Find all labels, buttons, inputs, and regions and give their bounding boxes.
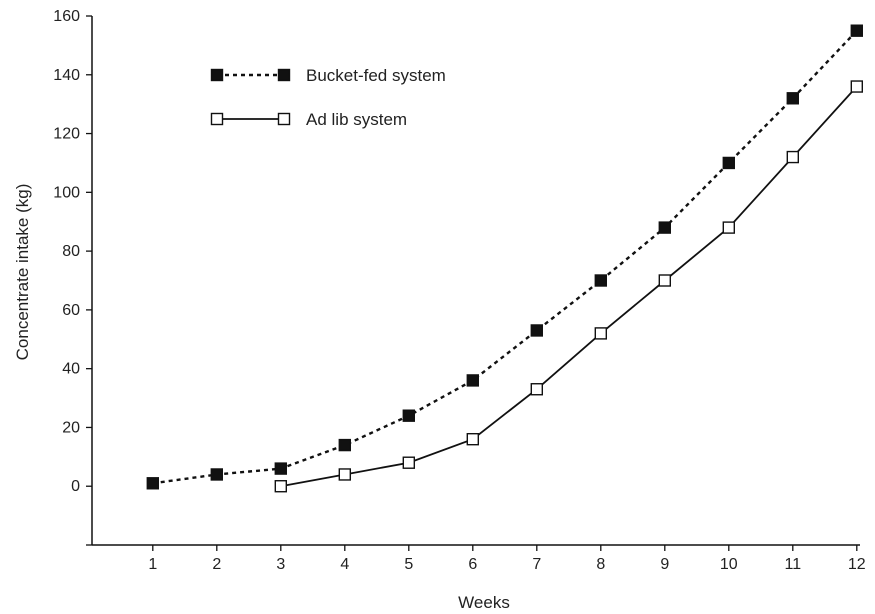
- y-tick-label: 20: [62, 419, 80, 436]
- x-tick-label: 1: [148, 556, 157, 573]
- series-2: [274, 80, 863, 493]
- y-tick-label: 100: [53, 184, 80, 201]
- x-tick-label: 10: [720, 556, 738, 573]
- data-point: [530, 383, 543, 396]
- legend-item-2: Ad lib system: [210, 110, 407, 129]
- legend-label: Bucket-fed system: [306, 66, 446, 85]
- data-point: [786, 92, 799, 105]
- legend: Bucket-fed system Ad lib system: [210, 66, 446, 129]
- data-point: [274, 462, 287, 475]
- legend-marker: [277, 112, 291, 126]
- x-tick-label: 12: [848, 556, 866, 573]
- y-tick-label: 120: [53, 126, 80, 143]
- legend-marker: [210, 112, 224, 126]
- y-tick-label: 80: [62, 243, 80, 260]
- legend-item-1: Bucket-fed system: [210, 66, 446, 85]
- y-tick-label: 140: [53, 67, 80, 84]
- data-point: [338, 438, 351, 452]
- x-tick-label: 4: [340, 556, 349, 573]
- x-tick-label: 7: [532, 556, 541, 573]
- x-axis-ticks: 1 2 3 4 5 6 7 8 9 10 11 12: [148, 545, 866, 573]
- legend-label: Ad lib system: [306, 110, 407, 129]
- data-point: [146, 477, 160, 490]
- series-layer: [146, 24, 863, 493]
- x-tick-label: 8: [596, 556, 605, 573]
- data-point: [402, 456, 415, 469]
- axes: [91, 16, 860, 546]
- data-point: [466, 374, 479, 387]
- series-line: [152, 29, 858, 485]
- data-point: [594, 274, 607, 287]
- data-point: [658, 274, 671, 287]
- x-tick-label: 9: [660, 556, 669, 573]
- x-tick-label: 11: [784, 556, 801, 573]
- legend-marker: [277, 68, 291, 82]
- y-tick-label: 0: [71, 478, 80, 495]
- data-point: [210, 468, 224, 481]
- y-tick-label: 60: [62, 302, 80, 319]
- data-point: [786, 150, 799, 164]
- data-point: [402, 409, 415, 422]
- x-tick-label: 6: [468, 556, 477, 573]
- data-point: [594, 327, 607, 340]
- x-axis-title: Weeks: [458, 593, 510, 612]
- data-point: [530, 324, 543, 337]
- series-1: [146, 24, 863, 490]
- y-tick-label: 40: [62, 361, 80, 378]
- y-axis-ticks: 0 20 40 60 80 100 120 140 160: [53, 8, 92, 546]
- data-point: [658, 221, 671, 234]
- legend-marker: [210, 68, 224, 82]
- data-point: [722, 156, 735, 170]
- y-tick-label: 160: [53, 8, 80, 25]
- data-point: [338, 468, 351, 481]
- x-tick-label: 3: [276, 556, 285, 573]
- x-tick-label: 5: [404, 556, 413, 573]
- data-point: [722, 221, 735, 234]
- y-axis-title: Concentrate intake (kg): [13, 184, 32, 361]
- data-point: [466, 433, 479, 446]
- series-line: [280, 85, 858, 488]
- data-point: [850, 80, 863, 93]
- x-tick-label: 2: [212, 556, 221, 573]
- data-point: [850, 24, 863, 37]
- data-point: [274, 480, 287, 493]
